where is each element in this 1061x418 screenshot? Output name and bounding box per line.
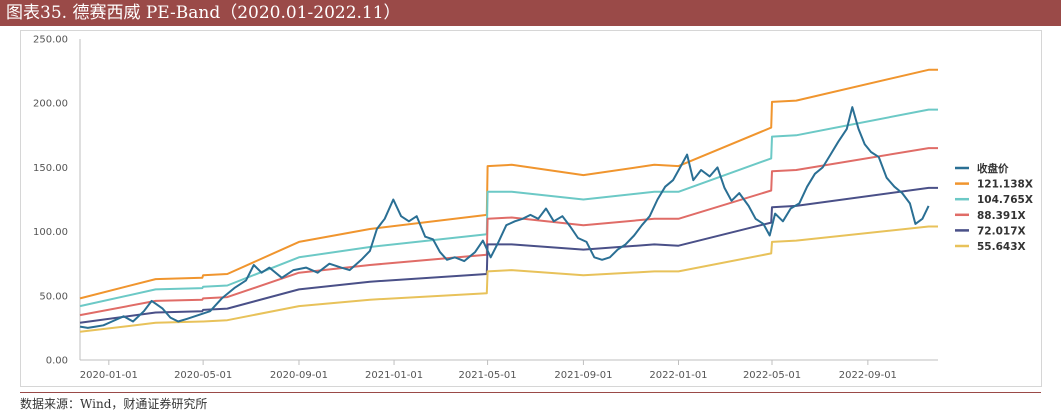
- chart-frame: [20, 30, 1042, 387]
- y-tick-label: 150.00: [33, 163, 68, 174]
- legend-label: 55.643X: [977, 241, 1026, 253]
- pe-band-chart: 0.00 50.00 100.00 150.00 200.00 250.00 2020-0…: [33, 35, 1033, 382]
- legend-label: 88.391X: [977, 210, 1026, 222]
- x-axis: 2020-01-01 2020-05-01 2020-09-01 2021-01-01…: [80, 359, 938, 381]
- x-tick-label: 2020-01-01: [80, 370, 138, 381]
- legend-label: 104.765X: [977, 194, 1033, 206]
- x-tick-label: 2022-01-01: [649, 370, 707, 381]
- x-tick-label: 2022-05-01: [743, 370, 801, 381]
- x-tick-label: 2021-09-01: [554, 370, 612, 381]
- legend-label: 121.138X: [977, 179, 1033, 191]
- series-line-88.391X: [79, 147, 938, 317]
- x-tick-label: 2021-01-01: [365, 370, 423, 381]
- series-layer: [79, 68, 938, 333]
- series-line-121.138X: [79, 68, 938, 300]
- series-line-收盘价: [79, 106, 930, 329]
- y-tick-label: 50.00: [39, 291, 68, 302]
- y-tick-label: 100.00: [33, 227, 68, 238]
- x-tick-label: 2021-05-01: [459, 370, 517, 381]
- legend: 收盘价 121.138X 104.765X 88.391X 72.017X 55.643X: [955, 162, 1033, 253]
- x-tick-label: 2020-09-01: [270, 370, 328, 381]
- x-tick-label: 2022-09-01: [839, 370, 897, 381]
- legend-label: 72.017X: [977, 225, 1026, 237]
- y-tick-label: 250.00: [33, 35, 68, 46]
- y-tick-label: 0.00: [46, 356, 68, 367]
- figure-title: 图表35. 德赛西威 PE-Band（2020.01-2022.11）: [0, 0, 1061, 26]
- series-line-72.017X: [79, 186, 938, 324]
- y-tick-label: 200.00: [33, 99, 68, 110]
- x-tick-label: 2020-05-01: [174, 370, 232, 381]
- series-line-104.765X: [79, 108, 938, 308]
- series-line-55.643X: [79, 225, 938, 333]
- y-axis: 0.00 50.00 100.00 150.00 200.00 250.00: [33, 35, 81, 367]
- source-note: 数据来源：Wind，财通证券研究所: [20, 392, 1041, 413]
- legend-label: 收盘价: [977, 162, 1009, 175]
